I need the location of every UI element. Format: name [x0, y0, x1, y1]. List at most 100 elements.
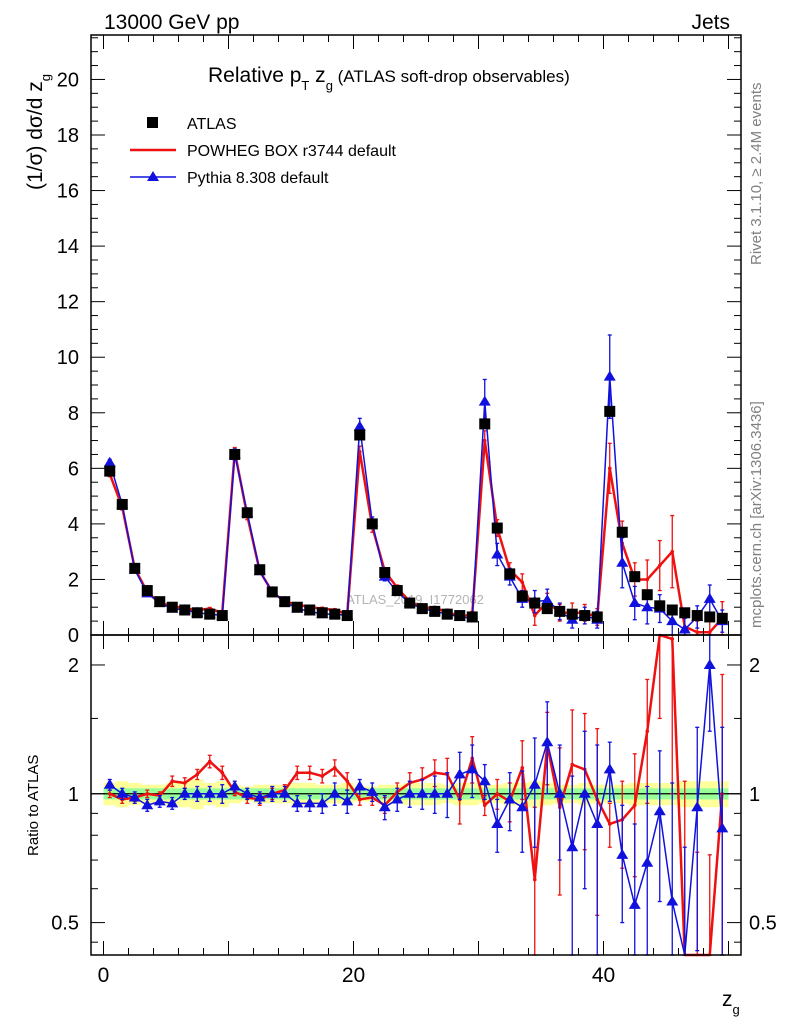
ratio-pythia-point [478, 775, 491, 786]
ratio-pythia-point [341, 795, 354, 806]
atlas-point [491, 522, 503, 534]
mcplots-note: mcplots.cern.ch [arXiv:1306.3436] [748, 401, 765, 628]
atlas-point [104, 465, 116, 477]
ratio-powheg-point [357, 797, 362, 802]
ratio-powheg-point [607, 822, 612, 826]
atlas-point [241, 507, 253, 519]
ratio-y-tick-label-right: 0.5 [749, 913, 777, 935]
ratio-pythia-point [391, 793, 404, 804]
main-y-tick-label: 14 [57, 236, 79, 258]
ratio-powheg-point [645, 729, 650, 734]
atlas-point [141, 585, 153, 597]
atlas-point [566, 608, 578, 620]
legend-pythia-marker [147, 171, 159, 181]
ratio-pythia-point [578, 787, 591, 798]
ratio-y-tick-label-right: 2 [749, 655, 760, 677]
atlas-point [316, 607, 328, 619]
main-y-tick-label: 12 [57, 292, 79, 314]
ratio-powheg-point [520, 766, 525, 770]
ratio-pythia-point [203, 787, 216, 798]
atlas-point [379, 567, 391, 578]
ratio-panel-frame [90, 634, 742, 956]
legend-powheg-label: POWHEG BOX r3744 default [187, 143, 397, 160]
atlas-point [554, 605, 566, 617]
pythia-point [703, 592, 716, 603]
ratio-powheg-point [207, 759, 212, 764]
atlas-point [366, 518, 378, 530]
ratio-pythia-point [666, 895, 679, 906]
ratio-pythia-point [291, 797, 304, 808]
main-y-tick-label: 6 [68, 458, 79, 480]
powheg-point [695, 630, 700, 635]
main-y-tick-label: 0 [68, 625, 79, 647]
rivet-note: Rivet 3.1.10, ≥ 2.4M events [748, 83, 765, 266]
ratio-powheg-point [307, 770, 312, 775]
atlas-point [616, 526, 628, 538]
ratio-pythia-point [103, 778, 116, 789]
ratio-pythia-point [541, 736, 554, 747]
ratio-pythia-point [616, 848, 629, 859]
ratio-y-tick-label: 0.5 [51, 913, 79, 935]
atlas-point [416, 603, 428, 615]
ratio-pythia-point [278, 787, 291, 798]
ratio-powheg-line [109, 633, 724, 957]
ratio-pythia-point [603, 763, 616, 774]
ratio-powheg-point [345, 779, 350, 784]
atlas-point [704, 611, 716, 623]
pythia-point [478, 395, 491, 406]
atlas-point [504, 568, 516, 580]
ratio-pythia-point [703, 658, 716, 669]
ratio-powheg-point [320, 774, 325, 778]
ratio-pythia-point [241, 787, 254, 798]
atlas-point [191, 607, 203, 619]
x-tick-label: 0 [98, 964, 110, 987]
category-label: Jets [691, 11, 730, 34]
atlas-point [691, 610, 703, 622]
ratio-pythia-point [116, 787, 129, 798]
ratio-pythia-point [641, 856, 654, 867]
main-y-tick-label: 18 [57, 125, 79, 147]
ratio-pythia-point [403, 787, 416, 798]
main-y-tick-label: 10 [57, 347, 79, 369]
y-axis-label: (1/σ) dσ/d zg [24, 74, 53, 190]
ratio-powheg-point [332, 766, 337, 770]
atlas-point [716, 612, 728, 624]
ratio-pythia-point [378, 801, 391, 812]
ratio-pythia-point [153, 795, 166, 806]
pythia-point [353, 420, 366, 431]
ratio-pythia-point [553, 787, 566, 798]
atlas-point [391, 585, 403, 597]
ratio-pythia-point [266, 787, 279, 798]
atlas-point [641, 589, 653, 601]
atlas-point [279, 596, 291, 608]
atlas-point [341, 610, 353, 622]
main-y-tick-label: 20 [57, 69, 79, 91]
ratio-pythia-point [191, 787, 204, 798]
atlas-point [166, 601, 178, 613]
atlas-point [679, 607, 691, 619]
ratio-powheg-point [432, 770, 437, 775]
ratio-powheg-point [107, 791, 112, 796]
atlas-point [216, 610, 228, 622]
atlas-point [179, 604, 191, 616]
atlas-point [116, 498, 128, 510]
atlas-point [254, 564, 266, 576]
ratio-pythia-point [253, 791, 266, 802]
ratio-powheg-point [182, 781, 187, 785]
atlas-point [266, 586, 278, 598]
ratio-pythia-point [466, 763, 479, 774]
powheg-point [532, 613, 537, 618]
atlas-point [304, 604, 316, 616]
atlas-point [354, 429, 366, 441]
ratio-pythia-point [328, 787, 341, 798]
atlas-point [466, 611, 478, 623]
atlas-point [591, 611, 603, 623]
atlas-point [129, 562, 141, 574]
powheg-point [482, 438, 487, 443]
atlas-point [479, 418, 491, 430]
ratio-powheg-point [670, 637, 675, 641]
pythia-point [678, 623, 691, 634]
ratio-powheg-point [482, 803, 487, 808]
